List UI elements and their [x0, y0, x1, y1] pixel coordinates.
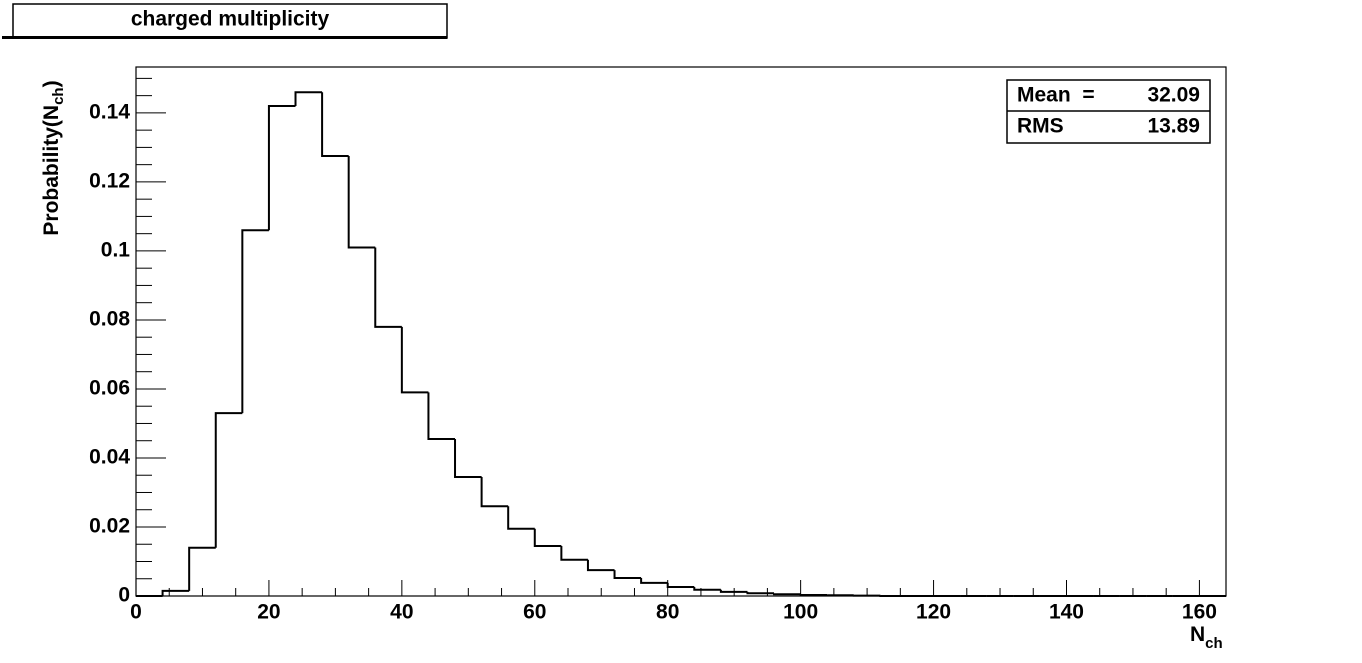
histogram-bin — [214, 412, 243, 548]
histogram-bin — [480, 476, 509, 508]
histogram-bin — [161, 589, 190, 596]
y-tick-label: 0.06 — [89, 377, 130, 400]
histogram-bin — [241, 229, 269, 414]
histogram-bin — [533, 528, 562, 547]
x-tick-label: 20 — [257, 601, 280, 624]
histogram-bin — [267, 104, 296, 231]
y-tick-label: 0 — [118, 584, 130, 607]
x-tick-label: 160 — [1182, 601, 1217, 624]
title-box — [12, 3, 448, 39]
x-axis-label: Nch — [1190, 623, 1223, 652]
x-tick-label: 140 — [1049, 601, 1084, 624]
stats-label: RMS — [1017, 115, 1064, 138]
histogram-bin — [400, 326, 429, 394]
y-tick-label: 0.02 — [89, 515, 130, 538]
y-tick-label: 0.08 — [89, 307, 130, 330]
y-axis-label: Probability(Nch) — [40, 80, 67, 235]
histogram-bin — [188, 546, 216, 591]
stats-label: Mean = — [1017, 84, 1095, 107]
x-tick-label: 80 — [656, 601, 679, 624]
histogram-bin — [693, 587, 721, 591]
stats-value: 13.89 — [1147, 115, 1200, 138]
y-tick-label: 0.14 — [89, 100, 130, 123]
histogram-bin — [294, 91, 323, 106]
y-tick-label: 0.04 — [89, 446, 130, 469]
x-tick-label: 0 — [130, 601, 142, 624]
histogram-bin — [746, 591, 775, 595]
x-axis-label-main: N — [1190, 623, 1205, 646]
histogram-bin — [773, 593, 801, 596]
histogram-bin — [586, 559, 615, 572]
histogram-bin — [454, 438, 482, 478]
chart-title: charged multiplicity — [131, 8, 330, 31]
x-tick-label: 60 — [523, 601, 546, 624]
histogram-bin — [507, 506, 535, 530]
y-axis-label-main: Probability(N — [40, 105, 63, 236]
y-axis-label-sub: ch — [50, 87, 67, 105]
y-tick-label: 0.1 — [101, 238, 131, 261]
histogram-bin — [613, 570, 642, 580]
histogram-bin — [374, 247, 402, 328]
y-tick-label: 0.12 — [89, 169, 130, 192]
histogram-bin — [560, 545, 588, 561]
stats-value: 32.09 — [1147, 84, 1200, 107]
x-tick-label: 40 — [390, 601, 413, 624]
histogram-bin — [799, 593, 828, 596]
plot-frame — [135, 66, 1227, 597]
x-tick-label: 120 — [916, 601, 951, 624]
histogram-bin — [427, 392, 456, 440]
histogram-bin — [719, 589, 748, 593]
x-tick-label: 100 — [783, 601, 818, 624]
histogram-bin — [321, 92, 349, 158]
title-shadow — [2, 36, 447, 39]
y-axis-label-close: ) — [40, 80, 63, 87]
histogram-bin — [347, 156, 376, 249]
histogram-bin — [640, 578, 668, 584]
x-axis-label-sub: ch — [1205, 635, 1223, 652]
histogram-bin — [666, 582, 695, 589]
